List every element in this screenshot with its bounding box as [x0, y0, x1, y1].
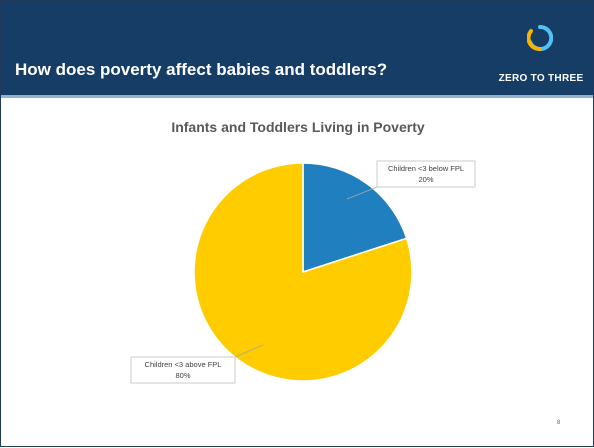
slice-value-label: 80%: [175, 371, 190, 380]
pie-slice-below-fpl: [302, 162, 408, 274]
pie-slice-above-fpl: [193, 162, 413, 382]
data-label-leader-line: [346, 186, 378, 200]
logo-swirl-icon: [527, 25, 553, 51]
data-label-box: [130, 356, 236, 384]
data-label-leader-line: [234, 344, 264, 358]
page-number: 8: [557, 420, 561, 426]
logo-text: ZERO TO THREE: [498, 73, 584, 84]
header-divider: [1, 95, 593, 98]
chart-title: Infants and Toddlers Living in Poverty: [171, 119, 425, 135]
zero-to-three-logo: ZERO TO THREE: [483, 9, 591, 89]
slice-category-label: Children <3 below FPL: [388, 164, 464, 173]
slice-category-label: Children <3 above FPL: [145, 360, 222, 369]
slice-value-label: 20%: [418, 175, 433, 184]
data-label-box: [376, 160, 476, 188]
slide-title: How does poverty affect babies and toddl…: [15, 60, 388, 79]
slide-header: How does poverty affect babies and toddl…: [1, 1, 593, 95]
